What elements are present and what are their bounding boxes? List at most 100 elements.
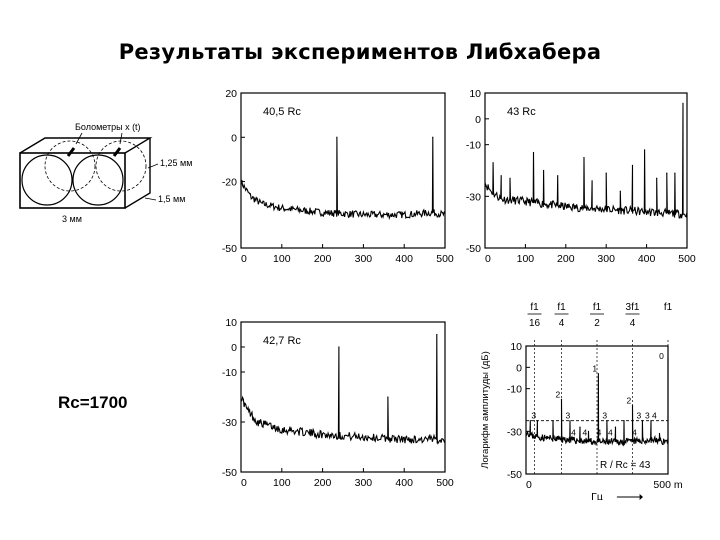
mode-number-label: 3 (602, 411, 607, 421)
spectrum-peak (338, 346, 340, 348)
mode-number-label: 0 (659, 351, 664, 361)
spectrum-peak (289, 426, 291, 428)
y-tick-label: -50 (466, 243, 481, 255)
x-tick-label: 500 m (653, 479, 682, 491)
mode-number-label: 4 (582, 428, 587, 438)
x-tick-label: 500 (678, 253, 696, 265)
rc-annotation: R / Rc = 43 (600, 460, 651, 471)
spectrum-peak (666, 172, 668, 174)
rc-annotation: 40,5 Rc (263, 106, 301, 118)
x-tick-label: 200 (557, 253, 575, 265)
y-tick-label: -30 (222, 417, 237, 429)
dim-3-label: 3 мм (62, 214, 82, 224)
y-tick-label: 20 (225, 88, 237, 100)
y-tick-label: 10 (469, 88, 481, 100)
spectrum-peak (605, 172, 607, 174)
y-tick-label: -10 (466, 140, 481, 152)
x-tick-label: 0 (526, 479, 532, 491)
spectrum-line (240, 334, 446, 445)
spectrum-peak (336, 136, 338, 138)
rc-value-label: Rc=1700 (58, 393, 128, 412)
spectrum-peak (597, 373, 600, 375)
spectrum-peak (560, 398, 563, 400)
frequency-label-denominator: 4 (559, 318, 565, 329)
mode-number-label: 3 (565, 411, 570, 421)
spectrum-peak (587, 430, 590, 432)
x-tick-label: 500 (436, 477, 454, 489)
mode-number-label: 3 (645, 411, 650, 421)
mode-number-label: 4 (652, 411, 657, 421)
y-tick-label: 0 (475, 114, 481, 126)
x-tick-label: 100 (273, 477, 291, 489)
mode-number-label: 1 (592, 364, 597, 374)
spectrum-peak (387, 396, 389, 398)
frequency-label-numerator: 3f1 (626, 302, 640, 313)
mode-number-label: 2 (627, 396, 632, 406)
spectrum-peak (619, 190, 621, 192)
mode-number-label: 4 (632, 428, 637, 438)
frequency-label-denominator: 4 (630, 318, 636, 329)
mode-number-label: 4 (597, 428, 602, 438)
y-tick-label: 0 (231, 342, 237, 354)
x-tick-label: 200 (314, 253, 332, 265)
mode-number-label: 3 (636, 411, 641, 421)
y-tick-label: -50 (507, 469, 522, 481)
y-tick-label: -30 (466, 191, 481, 203)
x-tick-label: 300 (597, 253, 615, 265)
rc-annotation: 43 Rc (507, 106, 536, 118)
dim-15-label: 1,5 мм (158, 194, 185, 204)
x-tick-label: 100 (273, 253, 291, 265)
mode-number-label: 2 (556, 389, 561, 399)
spectrum-peak (542, 169, 545, 172)
spectrum-peak (436, 333, 438, 336)
y-tick-label: -10 (507, 384, 522, 396)
frequency-label-numerator: f1 (530, 302, 539, 313)
spectrum-peak (532, 151, 535, 154)
frequency-label-numerator: f1 (664, 302, 673, 313)
spectrum-peak (631, 164, 634, 166)
spectrum-peak (529, 420, 531, 422)
x-tick-label: 100 (517, 253, 535, 265)
spectrum-line (525, 358, 669, 447)
frequency-label-denominator: 2 (594, 318, 600, 329)
x-tick-label: 200 (314, 477, 332, 489)
plot-frame (240, 321, 446, 473)
mode-number-label: 4 (608, 428, 613, 438)
y-tick-label: 0 (231, 132, 237, 144)
y-tick-label: -10 (222, 367, 237, 379)
spectrum-peak (492, 162, 494, 164)
y-tick-label: -50 (222, 243, 237, 255)
plot-frame (484, 92, 688, 249)
x-tick-label: 0 (485, 253, 491, 265)
spectrum-peak (500, 175, 502, 177)
spectrum-peak (557, 175, 559, 177)
y-tick-label: -30 (507, 426, 522, 438)
spectrum-peak (583, 156, 585, 159)
frequency-label-denominator: 16 (529, 318, 541, 329)
x-tick-label: 400 (395, 253, 413, 265)
x-tick-label: 0 (241, 253, 247, 265)
spectrum-peak (643, 149, 646, 151)
y-tick-label: -20 (222, 177, 237, 189)
spectrum-peak (667, 358, 669, 360)
spectrum-peak (432, 136, 434, 138)
plot-frame (240, 92, 446, 249)
frequency-label-numerator: f1 (593, 302, 602, 313)
spectrum-peak (656, 177, 658, 179)
x-tick-label: 0 (241, 477, 247, 489)
mode-number-label: 4 (571, 428, 576, 438)
y-tick-label: -50 (222, 467, 237, 479)
spectrum-peak (591, 180, 593, 182)
rc-annotation: 42,7 Rc (263, 335, 301, 347)
dim-125-label: 1,25 мм (160, 158, 192, 168)
x-axis-arrowhead (639, 494, 644, 500)
spectrum-peak (674, 172, 676, 174)
y-tick-label: 10 (225, 317, 237, 329)
x-tick-label: 500 (436, 253, 454, 265)
spectrum-peak (682, 102, 684, 104)
spectrum-peak (509, 177, 511, 179)
x-tick-label: 400 (395, 477, 413, 489)
x-axis-label: Гц (591, 491, 603, 500)
